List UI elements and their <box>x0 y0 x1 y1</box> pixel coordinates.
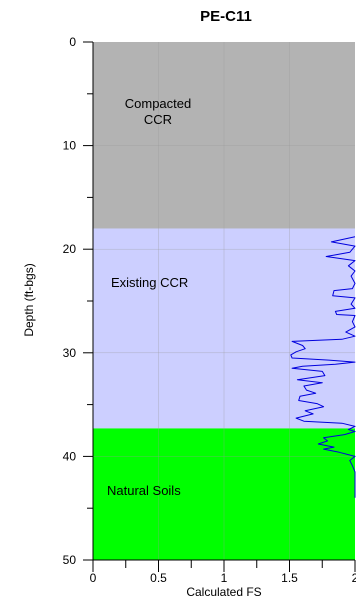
y-tick-label-4: 40 <box>63 449 77 463</box>
y-tick-label-0: 0 <box>69 35 76 49</box>
fs-series <box>290 236 356 498</box>
zone-label-0-line-1: CCR <box>144 112 172 127</box>
x-tick-label-0: 0 <box>90 571 97 585</box>
zone-label-0-line-0: Compacted <box>125 96 191 111</box>
y-tick-label-3: 30 <box>63 346 77 360</box>
zone-label-2-line-0: Natural Soils <box>107 483 181 498</box>
x-tick-label-2: 1 <box>221 571 228 585</box>
y-tick-label-1: 10 <box>63 139 77 153</box>
grid <box>93 42 355 560</box>
y-tick-label-5: 50 <box>63 553 77 567</box>
axes: 0 10 20 30 40 50 0 0.5 1 1.5 2 <box>63 35 356 585</box>
zone-label-1-line-0: Existing CCR <box>111 275 188 290</box>
x-tick-label-1: 0.5 <box>150 571 167 585</box>
x-tick-label-4: 2 <box>352 571 356 585</box>
x-tick-label-3: 1.5 <box>281 571 298 585</box>
x-axis-label: Calculated FS <box>186 585 261 599</box>
y-axis-label: Depth (ft-bgs) <box>22 263 36 336</box>
fs-series-line-0 <box>290 236 356 498</box>
y-tick-label-2: 20 <box>63 242 77 256</box>
chart-title: PE-C11 <box>200 8 252 25</box>
